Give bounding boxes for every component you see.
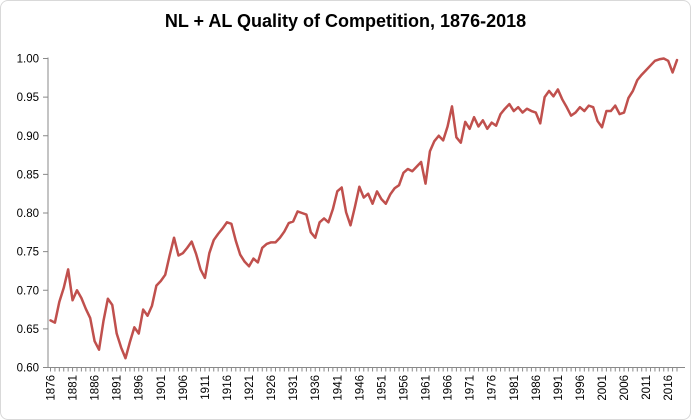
x-axis-tick-label: 1971 [465, 375, 477, 401]
quality-of-competition-line [49, 57, 679, 360]
y-axis-tick-label: 0.70 [17, 285, 39, 297]
x-axis-tick-label: 1876 [46, 375, 58, 401]
x-axis-tick-label: 1976 [487, 375, 499, 401]
x-axis-tick-label: 1986 [531, 375, 543, 401]
x-axis-tick-label: 1966 [443, 375, 455, 401]
y-axis-tick-label: 0.85 [17, 169, 39, 181]
x-axis-tick-label: 1911 [200, 375, 212, 400]
y-axis-tick-label: 0.75 [17, 247, 39, 259]
x-axis-tick-label: 1921 [244, 375, 256, 401]
x-axis-tick-label: 1886 [90, 375, 102, 401]
x-axis-tick-label: 1881 [68, 375, 80, 401]
x-axis-tick-label: 1961 [421, 375, 433, 401]
x-axis-tick-label: 1946 [354, 375, 366, 401]
x-axis-tick-label: 1996 [575, 375, 587, 401]
x-axis-tick-label: 1916 [222, 375, 234, 401]
x-axis-tick-label: 2011 [641, 375, 653, 400]
x-axis-tick-label: 1941 [332, 375, 344, 401]
x-axis-tick-label: 2006 [619, 375, 631, 401]
x-axis-tick-label: 1956 [398, 375, 410, 401]
x-axis-tick-label: 1896 [134, 375, 146, 401]
y-axis-tick-label: 0.80 [17, 208, 39, 220]
chart-title: NL + AL Quality of Competition, 1876-201… [164, 11, 527, 31]
y-axis-tick-label: 1.00 [17, 54, 39, 66]
x-axis-tick-label: 1931 [288, 375, 300, 401]
y-axis-tick-label: 0.95 [17, 92, 39, 104]
x-axis-tick-label: 1906 [178, 375, 190, 401]
x-axis-tick-label: 1991 [553, 375, 565, 401]
y-axis-tick-label: 0.65 [17, 324, 39, 336]
x-axis-tick-label: 1901 [156, 375, 168, 401]
x-axis-tick-label: 1951 [376, 375, 388, 401]
x-axis-tick-label: 1926 [266, 375, 278, 401]
x-axis-tick-label: 1981 [509, 375, 521, 401]
y-axis-tick-label: 0.90 [17, 131, 39, 143]
x-axis-tick-label: 1936 [310, 375, 322, 401]
y-axis-tick-label: 0.60 [17, 363, 39, 375]
x-axis-tick-label: 2001 [597, 375, 609, 401]
x-axis-tick-label: 1891 [112, 375, 124, 401]
x-axis-tick-label: 2016 [663, 375, 675, 401]
